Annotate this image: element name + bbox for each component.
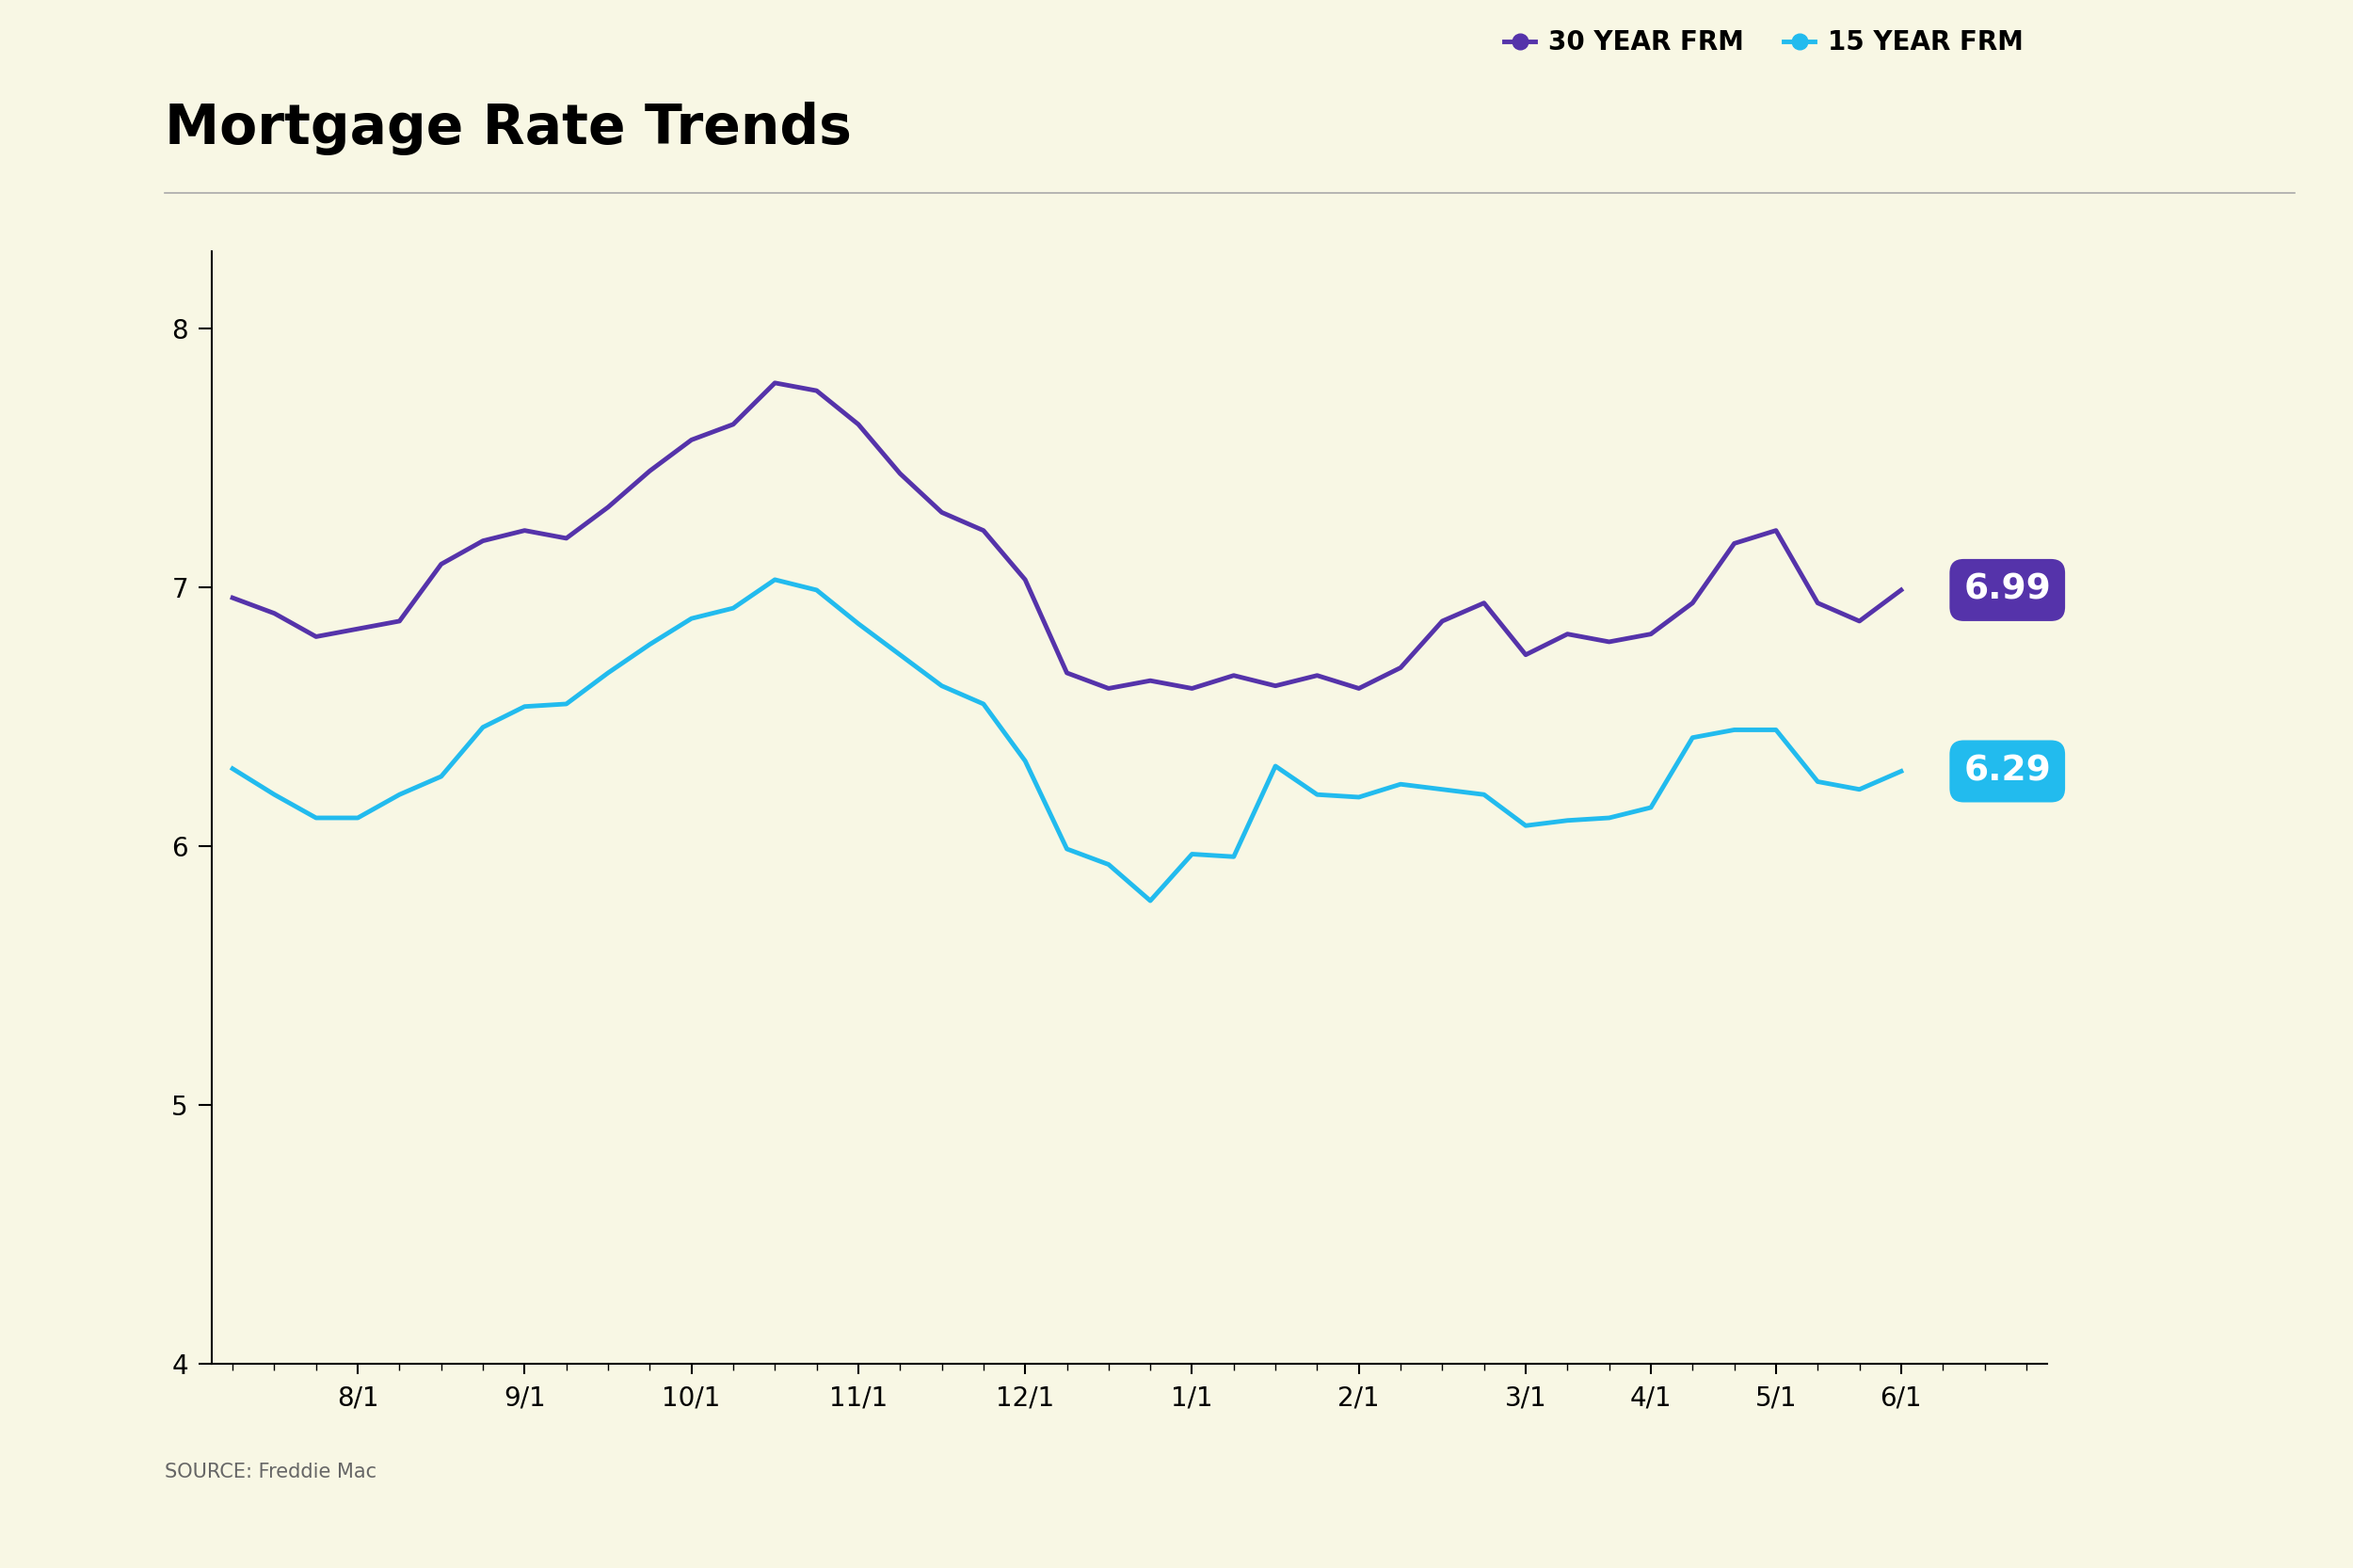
Legend: 30 YEAR FRM, 15 YEAR FRM: 30 YEAR FRM, 15 YEAR FRM — [1494, 19, 2033, 66]
Text: 6.29: 6.29 — [1965, 754, 2052, 789]
Text: 6.99: 6.99 — [1965, 572, 2052, 607]
Text: SOURCE: Freddie Mac: SOURCE: Freddie Mac — [165, 1463, 376, 1482]
Text: Mortgage Rate Trends: Mortgage Rate Trends — [165, 102, 852, 155]
